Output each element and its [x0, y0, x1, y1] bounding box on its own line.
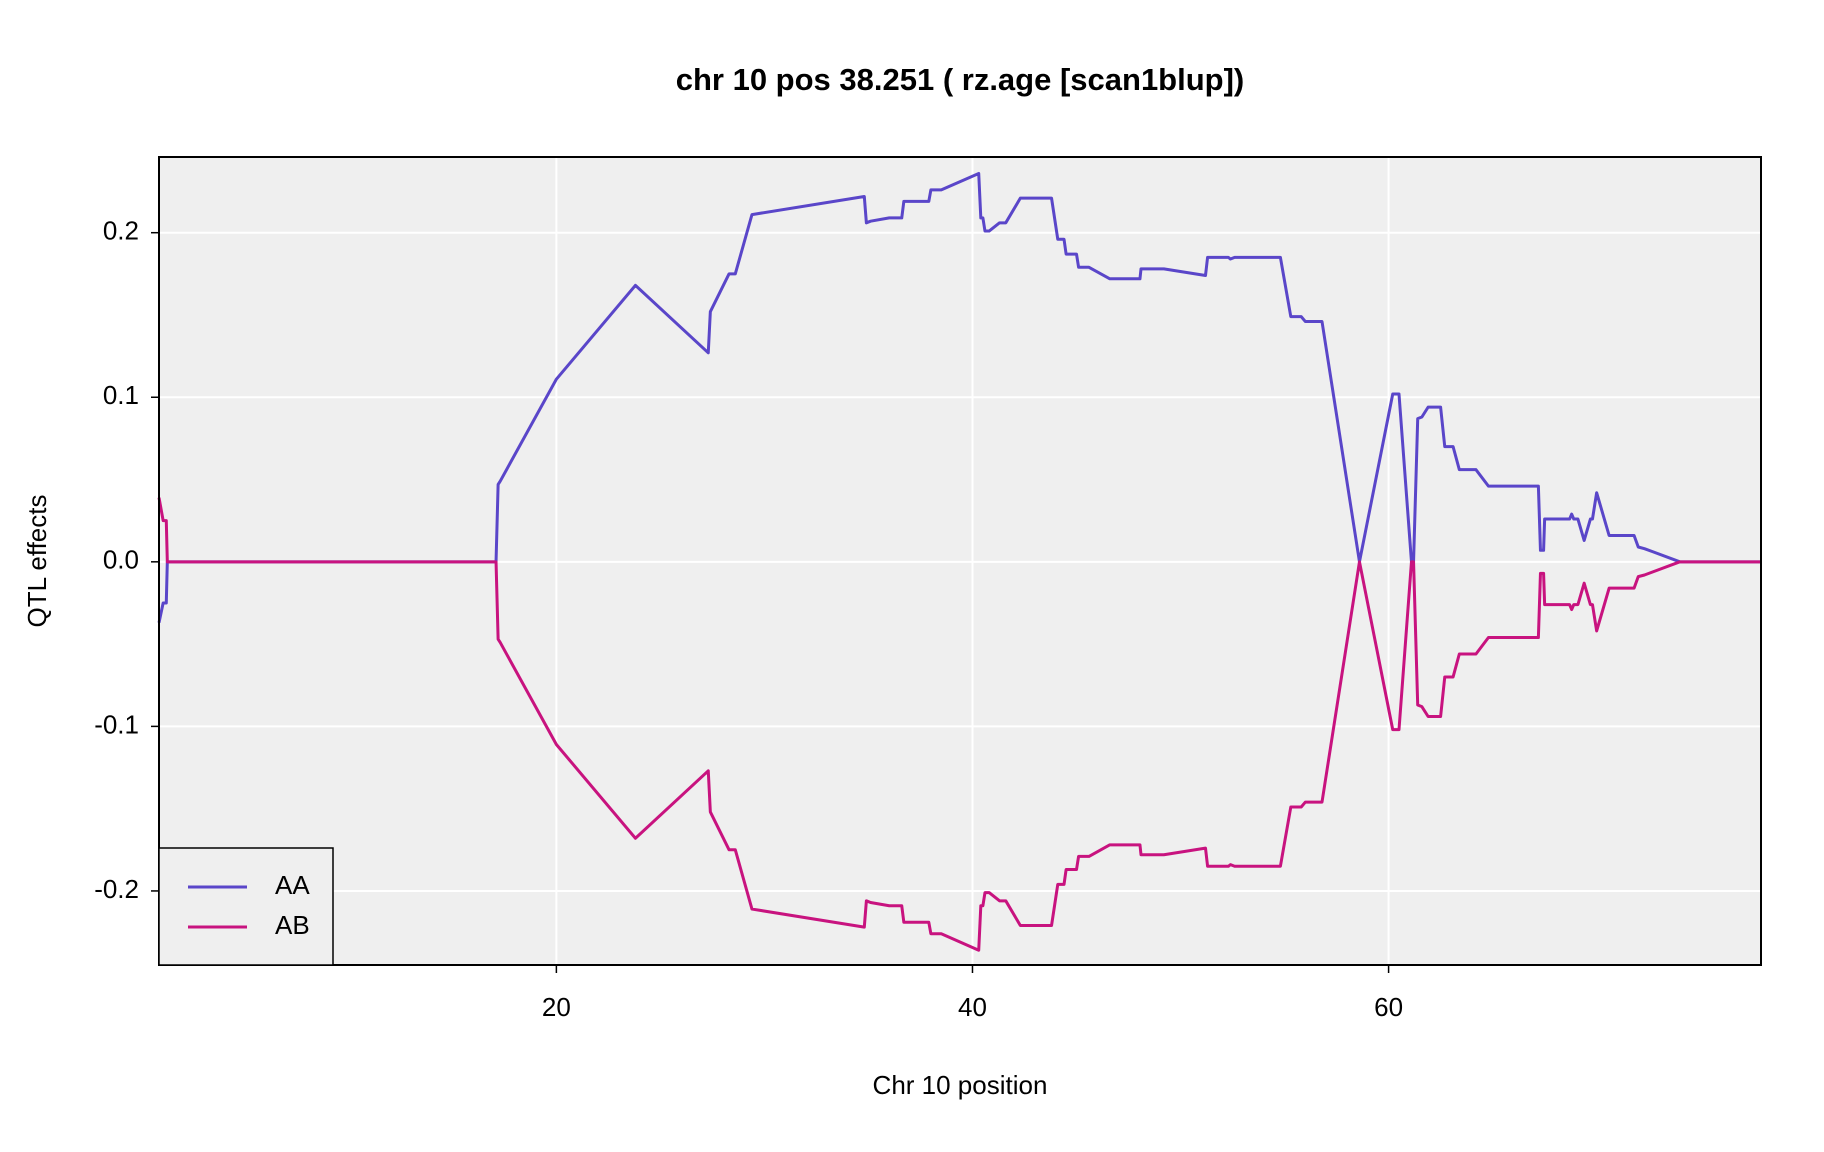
x-tick-label: 20	[542, 992, 571, 1022]
plot-frame	[158, 156, 1762, 966]
y-tick-label: 0.1	[103, 380, 139, 410]
y-axis-label: QTL effects	[22, 495, 52, 628]
x-tick-label: 40	[958, 992, 987, 1022]
lines	[157, 171, 1761, 952]
y-tick-label: 0.2	[103, 216, 139, 246]
y-tick-label: -0.1	[94, 709, 139, 739]
y-tick-label: -0.2	[94, 874, 139, 904]
x-axis-label: Chr 10 position	[873, 1070, 1048, 1100]
series-line	[157, 497, 1761, 952]
chart-title: chr 10 pos 38.251 ( rz.age [scan1blup])	[676, 62, 1245, 97]
legend-label: AA	[275, 870, 310, 900]
y-tick-label: 0.0	[103, 545, 139, 575]
x-tick-label: 60	[1374, 992, 1403, 1022]
legend: AA AB	[158, 847, 334, 966]
legend-label: AB	[275, 910, 310, 940]
series-line	[157, 171, 1761, 624]
legend-box	[158, 847, 334, 966]
grid	[159, 157, 1761, 965]
